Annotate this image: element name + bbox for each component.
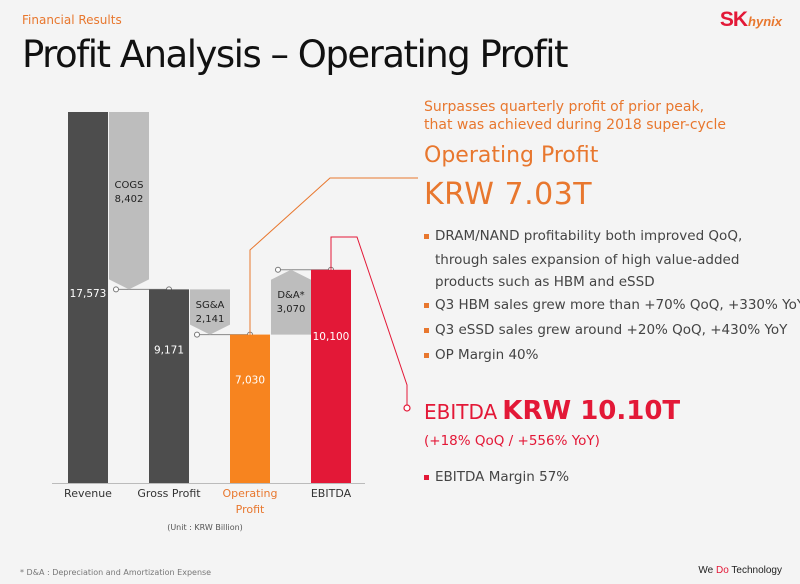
slogan-technology: Technology (728, 565, 782, 576)
bar-2 (230, 334, 270, 483)
bullet-text: Q3 eSSD sales grew around +20% QoQ, +430… (435, 322, 788, 338)
bridge-label-1: SG&A (196, 300, 225, 311)
unit-note: (Unit : KRW Billion) (167, 523, 243, 532)
category-label-0-0: Revenue (64, 487, 112, 500)
bridge-label-2: D&A* (277, 290, 304, 301)
operating-profit-bullets: DRAM/NAND profitability both improved Qo… (424, 224, 800, 368)
section-label: Financial Results (22, 13, 122, 27)
bullet-text: through sales expansion of high value-ad… (435, 252, 740, 268)
chart-bars (68, 112, 351, 483)
ebitda-margin-bullet: EBITDA Margin 57% (424, 469, 569, 485)
bar-0 (68, 112, 108, 483)
category-label-2-1: Profit (236, 503, 265, 516)
bullet-square-icon (424, 234, 429, 239)
ebitda-callout-dot (403, 404, 411, 412)
bridge-label-0: COGS (115, 180, 144, 191)
category-label-3-0: EBITDA (311, 487, 352, 500)
sk-hynix-logo: SK hynix (720, 8, 782, 32)
operating-profit-value: KRW 7.03T (424, 177, 593, 212)
bridge-value-1: 2,141 (196, 314, 225, 325)
bullet-square-icon (424, 328, 429, 333)
ebitda-margin-text: EBITDA Margin 57% (435, 469, 570, 485)
slogan-we: We (698, 565, 716, 576)
bullet-text: products such as HBM and eSSD (435, 274, 655, 290)
bullet-text: OP Margin 40% (435, 347, 539, 363)
bullet-text: Q3 HBM sales grew more than +70% QoQ, +3… (435, 297, 800, 313)
connector-dot-left-0 (113, 286, 119, 293)
peak-note-line-2: that was achieved during 2018 super-cycl… (424, 117, 726, 133)
ebitda-growth: (+18% QoQ / +556% YoY) (424, 433, 600, 449)
category-label-1-0: Gross Profit (137, 487, 201, 500)
bullet-square-icon (424, 353, 429, 358)
bridge-value-0: 8,402 (115, 194, 144, 205)
bar-value-label-2: 7,030 (235, 375, 265, 387)
bridge-arrow-1 (190, 289, 230, 335)
bridge-value-2: 3,070 (277, 304, 306, 315)
bullet-item: DRAM/NAND profitability both improved Qo… (424, 224, 800, 249)
bridge-arrow-0 (109, 112, 149, 290)
bridge-arrows (109, 112, 311, 335)
chart-labels: 17,573 Revenue 9,171 Gross Profit 7,030 Opera… (64, 180, 352, 532)
bullet-square-icon (424, 303, 429, 308)
bar-3 (311, 269, 351, 483)
bridge-arrow-2 (271, 269, 311, 335)
bullet-square-icon (424, 475, 429, 480)
ebitda-callout-line (330, 236, 408, 405)
page-title: Profit Analysis – Operating Profit (22, 33, 569, 76)
connector-dot-left-1 (194, 331, 200, 338)
connector-dot-left-2 (275, 266, 281, 273)
category-label-2-0: Operating (223, 487, 278, 500)
peak-note-line-1: Surpasses quarterly profit of prior peak… (424, 99, 705, 115)
peak-note: Surpasses quarterly profit of prior peak… (424, 98, 726, 134)
ebitda-value: KRW 10.10T (502, 396, 681, 426)
bullet-item: Q3 HBM sales grew more than +70% QoQ, +3… (424, 293, 800, 318)
ebitda-label: EBITDA (424, 400, 498, 424)
bar-value-label-1: 9,171 (154, 344, 184, 356)
bullet-continuation: through sales expansion of high value-ad… (424, 249, 800, 271)
slogan-do: Do (716, 565, 729, 576)
logo-hynix-text: hynix (748, 14, 782, 29)
slogan: We Do Technology (698, 565, 782, 576)
bar-value-label-3: 10,100 (313, 331, 350, 343)
bullet-text: DRAM/NAND profitability both improved Qo… (435, 228, 743, 244)
ebitda-headline: EBITDA KRW 10.10T (424, 396, 680, 426)
logo-sk-text: SK (719, 8, 748, 31)
bar-1 (149, 289, 189, 483)
operating-profit-callout-line (249, 177, 418, 335)
bullet-item: Q3 eSSD sales grew around +20% QoQ, +430… (424, 318, 800, 343)
operating-profit-label: Operating Profit (424, 143, 599, 168)
bullet-item: OP Margin 40% (424, 343, 800, 368)
bullet-continuation: products such as HBM and eSSD (424, 271, 800, 293)
bar-value-label-0: 17,573 (70, 288, 107, 300)
footnote: * D&A : Depreciation and Amortization Ex… (20, 568, 212, 577)
